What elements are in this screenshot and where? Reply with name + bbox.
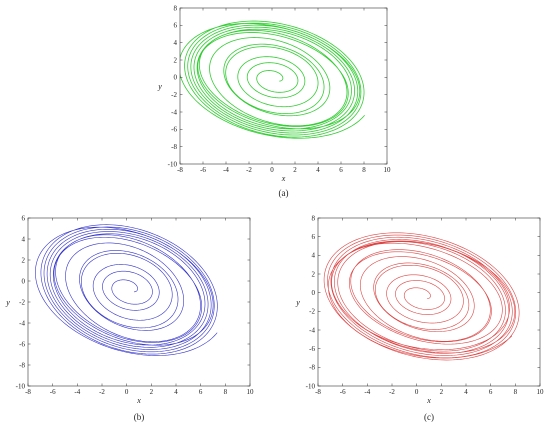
y-tick-label: 8 xyxy=(312,214,316,222)
y-tick-label: -10 xyxy=(16,382,26,390)
y-tick-label: -10 xyxy=(306,382,316,390)
y-tick-label: -2 xyxy=(19,298,25,306)
x-tick-label: 0 xyxy=(125,388,129,396)
y-tick-label: -2 xyxy=(309,308,315,316)
x-tick-label: 10 xyxy=(247,388,255,396)
panel-caption: (a) xyxy=(279,188,289,198)
y-tick-label: -10 xyxy=(168,160,178,168)
x-axis-label: x xyxy=(281,174,286,183)
y-tick-label: 0 xyxy=(22,277,26,285)
x-tick-label: -4 xyxy=(74,388,80,396)
x-tick-label: -6 xyxy=(340,388,346,396)
panel-caption: (c) xyxy=(424,412,434,422)
y-tick-label: -8 xyxy=(171,143,177,151)
trajectory-line xyxy=(180,20,365,139)
y-tick-label: -8 xyxy=(19,361,25,369)
y-tick-label: 2 xyxy=(312,270,316,278)
axes-frame xyxy=(317,217,541,387)
x-tick-label: 8 xyxy=(362,166,366,174)
y-axis-label: y xyxy=(5,298,10,307)
x-tick-label: 4 xyxy=(174,388,178,396)
y-tick-label: -6 xyxy=(309,345,315,353)
x-tick-label: 6 xyxy=(339,166,343,174)
y-tick-label: 4 xyxy=(22,235,26,243)
axes-frame xyxy=(179,7,388,165)
y-tick-label: -4 xyxy=(309,326,315,334)
y-tick-label: 2 xyxy=(174,56,178,64)
y-tick-label: 6 xyxy=(22,214,26,222)
y-axis-label: y xyxy=(157,82,162,91)
x-tick-label: 10 xyxy=(537,388,545,396)
y-tick-label: -6 xyxy=(171,126,177,134)
trajectory-line xyxy=(35,224,218,356)
y-tick-label: 8 xyxy=(174,4,178,12)
x-tick-label: -6 xyxy=(200,166,206,174)
y-tick-label: -4 xyxy=(19,319,25,327)
x-tick-label: 2 xyxy=(440,388,444,396)
panel-caption: (b) xyxy=(134,412,145,422)
x-tick-label: 8 xyxy=(224,388,228,396)
x-tick-label: 2 xyxy=(293,166,297,174)
y-tick-label: -2 xyxy=(171,91,177,99)
x-tick-label: 6 xyxy=(199,388,203,396)
x-tick-label: 10 xyxy=(384,166,392,174)
x-tick-label: -6 xyxy=(50,388,56,396)
y-tick-label: 2 xyxy=(22,256,26,264)
x-axis-label: x xyxy=(136,396,141,405)
y-tick-label: 4 xyxy=(312,252,316,260)
y-tick-label: -4 xyxy=(171,108,177,116)
x-tick-label: 2 xyxy=(150,388,154,396)
x-tick-label: -8 xyxy=(177,166,183,174)
y-tick-label: 0 xyxy=(174,74,178,82)
y-tick-label: 0 xyxy=(312,289,316,297)
x-tick-label: 0 xyxy=(270,166,274,174)
x-tick-label: 4 xyxy=(464,388,468,396)
x-axis-label: x xyxy=(426,396,431,405)
y-tick-label: -8 xyxy=(309,364,315,372)
x-tick-label: -2 xyxy=(99,388,105,396)
x-tick-label: -4 xyxy=(223,166,229,174)
x-tick-label: 0 xyxy=(415,388,419,396)
y-tick-label: -6 xyxy=(19,340,25,348)
x-tick-label: -8 xyxy=(315,388,321,396)
x-tick-label: 4 xyxy=(316,166,320,174)
x-tick-label: -4 xyxy=(364,388,370,396)
y-tick-label: 6 xyxy=(312,233,316,241)
y-axis-label: y xyxy=(295,298,300,307)
x-tick-label: -2 xyxy=(246,166,252,174)
x-tick-label: 8 xyxy=(514,388,518,396)
trajectory-line xyxy=(323,232,520,361)
x-tick-label: -8 xyxy=(25,388,31,396)
x-tick-label: -2 xyxy=(389,388,395,396)
x-tick-label: 6 xyxy=(489,388,493,396)
y-tick-label: 4 xyxy=(174,39,178,47)
y-tick-label: 6 xyxy=(174,22,178,30)
